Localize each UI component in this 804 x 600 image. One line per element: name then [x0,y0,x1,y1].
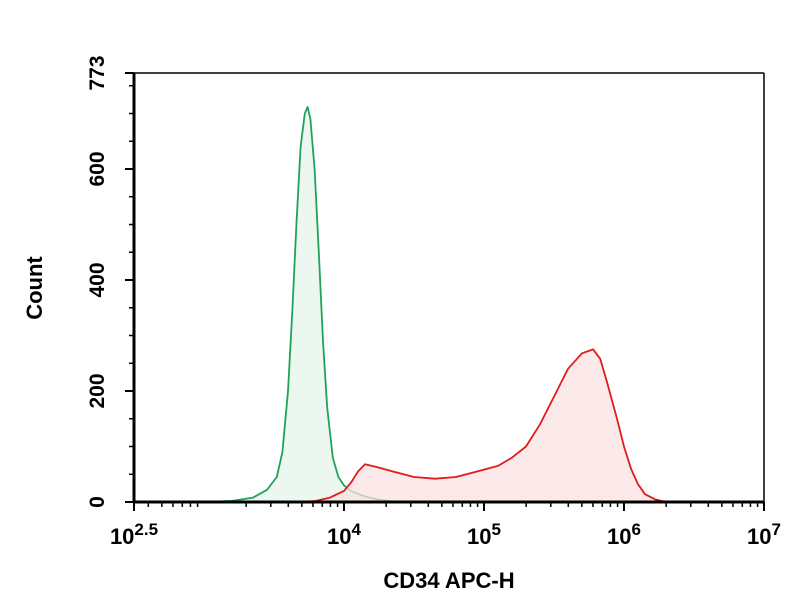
x-tick-label-0: 102.5 [110,520,158,549]
y-tick-label-4: 773 [86,55,109,90]
x-tick-label-base: 10 [467,524,491,549]
series-1-fill [204,106,407,503]
y-tick-label-0: 0 [86,496,109,508]
x-tick-label-base: 10 [607,524,631,549]
y-axis-title: Count [22,256,47,320]
x-tick-label-exponent: 5 [492,520,501,539]
x-axis-title: CD34 APC-H [383,568,514,593]
series-2-line [301,348,667,503]
axes-layer [132,72,765,504]
series-2-fill [302,349,666,502]
y-tick-label-3: 600 [86,151,109,186]
x-tick-label-exponent: 6 [632,520,641,539]
y-tick-label-1: 200 [86,373,109,408]
x-tick-label-base: 10 [110,524,134,549]
x-tick-label-exponent: 7 [772,520,781,539]
x-tick-label-base: 10 [327,524,351,549]
x-tick-label-2: 105 [467,520,501,549]
x-tick-label-exponent: 4 [352,520,362,539]
x-tick-label-3: 106 [607,520,641,549]
x-tick-label-base: 10 [747,524,771,549]
series-layer [203,106,667,503]
y-tick-label-2: 400 [86,262,109,297]
x-tick-label-1: 104 [327,520,361,549]
x-tick-label-4: 107 [747,520,781,549]
x-tick-label-exponent: 2.5 [134,520,158,539]
